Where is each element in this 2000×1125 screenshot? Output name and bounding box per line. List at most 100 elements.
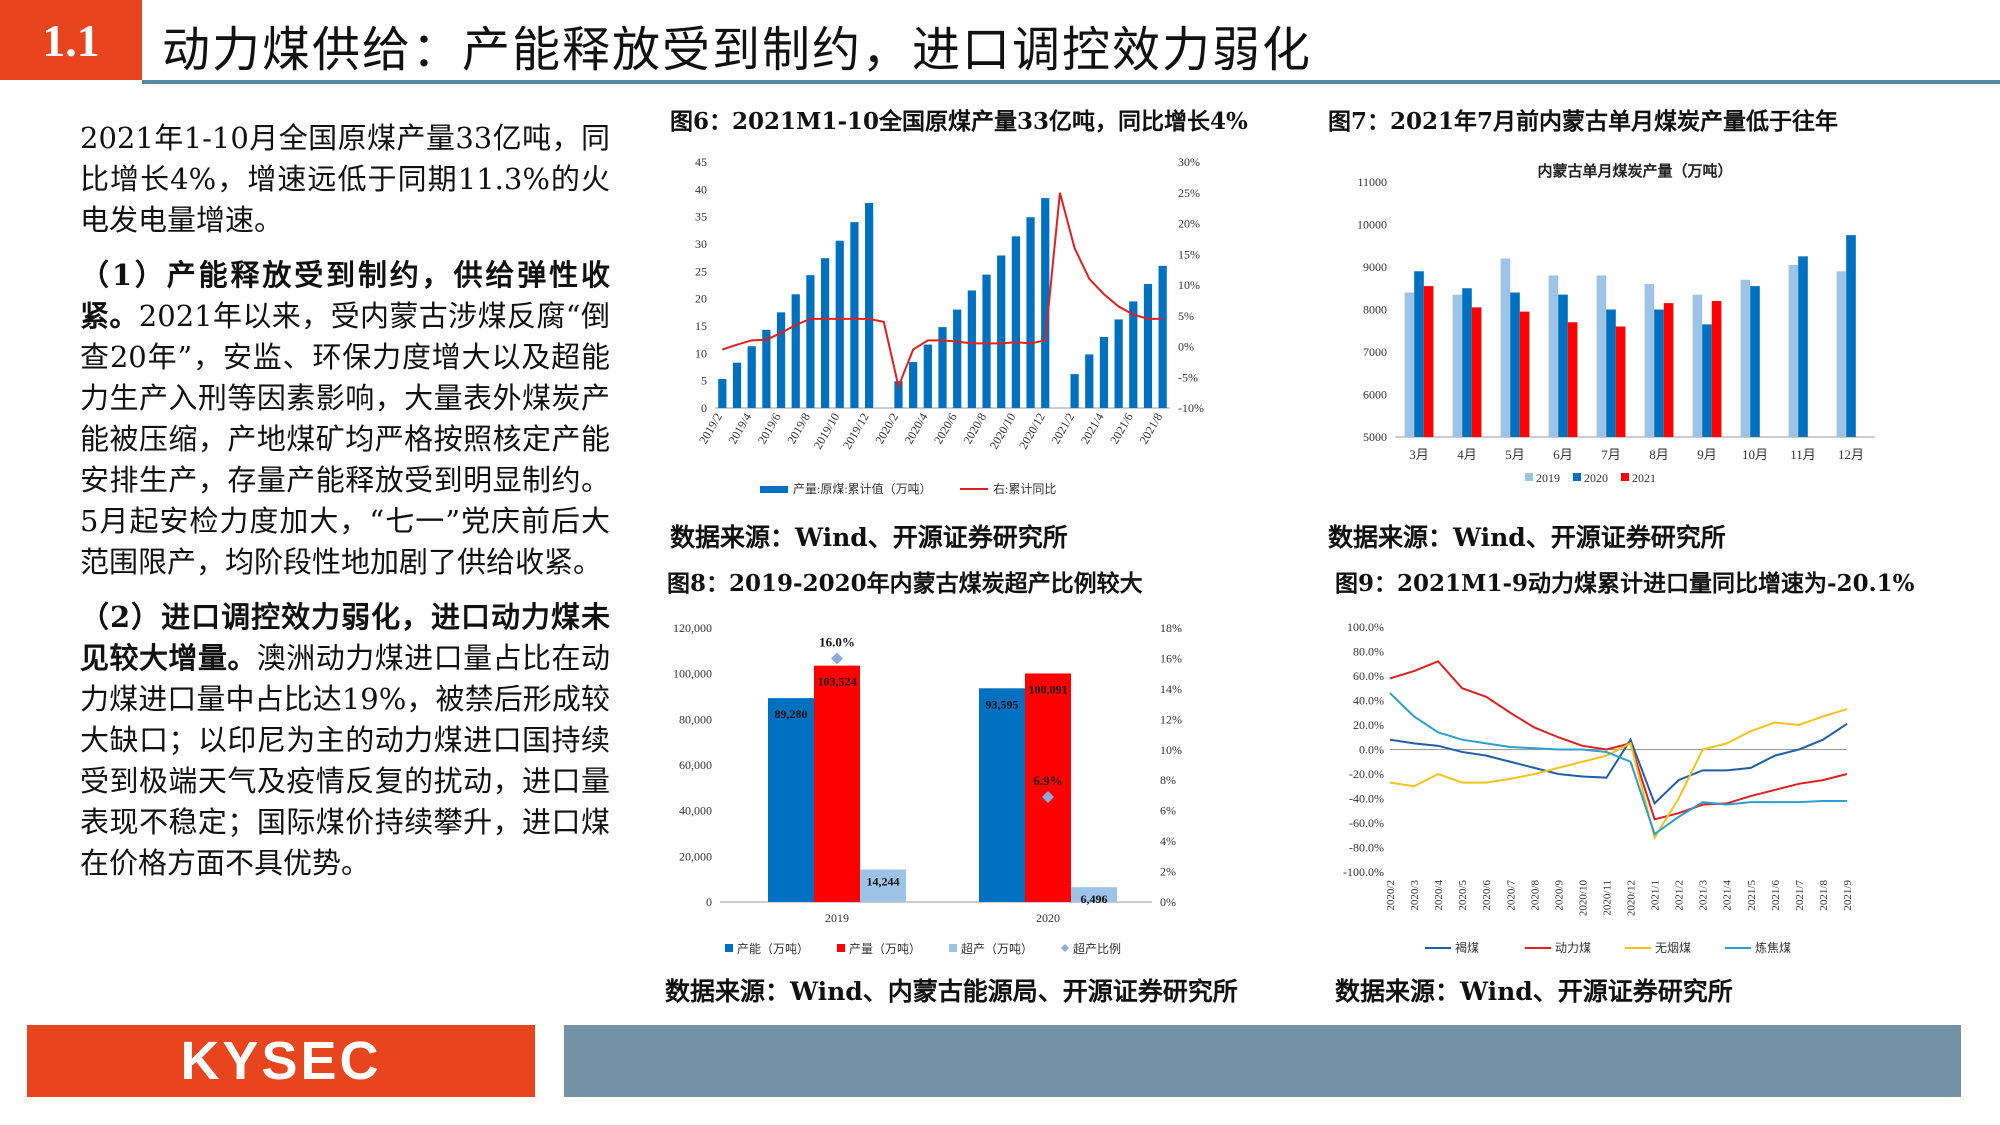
fig6-xtick: 2020/10 <box>987 411 1019 452</box>
fig7-xtick: 10月 <box>1742 447 1768 462</box>
fig8-ytick-right: 2% <box>1160 865 1176 879</box>
fig9-ytick: -60.0% <box>1349 816 1384 830</box>
fig9-source: 数据来源：Wind、开源证券研究所 <box>1335 977 1733 1006</box>
fig7-ytick: 10000 <box>1357 218 1387 232</box>
fig7-title: 图7：2021年7月前内蒙古单月煤炭产量低于往年 <box>1328 108 1839 135</box>
fig9-legend-label: 褐煤 <box>1455 940 1479 955</box>
fig7-xtick: 7月 <box>1601 447 1621 462</box>
fig8-bar <box>860 869 906 902</box>
fig8-legend-label: 产能（万吨） <box>737 942 809 956</box>
fig9-xtick: 2020/5 <box>1457 880 1469 911</box>
fig7-bar <box>1663 303 1674 437</box>
fig8-source: 数据来源：Wind、内蒙古能源局、开源证券研究所 <box>665 977 1238 1006</box>
fig8-legend-label: 超产（万吨） <box>961 941 1033 956</box>
fig7-ytick: 6000 <box>1363 388 1387 402</box>
fig6-xtick: 2019/12 <box>840 411 872 452</box>
fig9-legend-label: 动力煤 <box>1555 941 1591 955</box>
paragraph-2: （1）产能释放受到制约，供给弹性收紧。2021年以来，受内蒙古涉煤反腐“倒查20… <box>80 255 610 583</box>
fig7-bar <box>1510 292 1520 437</box>
fig7-bar <box>1702 324 1712 437</box>
fig8-ytick-left: 100,000 <box>673 667 712 681</box>
fig6-ytick-left: 45 <box>695 155 707 169</box>
fig9-xtick: 2021/2 <box>1674 880 1686 911</box>
fig8-ytick-right: 18% <box>1160 621 1182 635</box>
fig6-bar <box>791 294 800 408</box>
fig7-xtick: 12月 <box>1838 447 1864 462</box>
kysec-logo: KYSEC <box>27 1025 535 1097</box>
fig6-ytick-right: -5% <box>1178 370 1198 384</box>
fig9-ytick: 20.0% <box>1353 718 1384 732</box>
fig8-bar <box>1025 673 1071 902</box>
fig9-legend-label: 炼焦煤 <box>1755 940 1791 955</box>
fig7-ytick: 7000 <box>1363 345 1387 359</box>
fig7-inner-title: 内蒙古单月煤炭产量（万吨） <box>1537 162 1732 180</box>
fig9-ytick: 40.0% <box>1353 694 1384 708</box>
fig8-ratio-marker <box>1042 790 1054 803</box>
fig9-xtick: 2020/4 <box>1433 880 1445 911</box>
fig9-xtick: 2020/2 <box>1385 880 1397 911</box>
fig7-bar <box>1836 271 1847 437</box>
fig7-legend-swatch <box>1525 473 1533 481</box>
paragraph-2-body: 2021年以来，受内蒙古涉煤反腐“倒查20年”，安监、环保力度增大以及超能力生产… <box>80 299 610 579</box>
fig6-chart: 0 5 10 15 20 25 30 35 40 45 -10% -5% 0% 5% 10% 15% 20% 25… <box>695 155 1204 496</box>
fig9-xtick: 2021/6 <box>1770 880 1782 911</box>
fig6-ytick-left: 30 <box>695 237 707 251</box>
fig6-ytick-left: 15 <box>695 319 707 333</box>
fig8-legend-label: 产量（万吨） <box>849 942 921 956</box>
fig8-ytick-left: 120,000 <box>673 621 712 635</box>
fig8-bar <box>814 665 860 902</box>
fig8-data-label: 93,595 <box>986 697 1019 711</box>
fig6-ytick-left: 25 <box>695 264 707 278</box>
fig9-chart: -100.0% -80.0% -60.0% -40.0% -20.0% 0.0% 20.0%… <box>1343 620 1854 955</box>
fig9-xtick: 2020/12 <box>1626 880 1638 916</box>
fig8-ytick-right: 8% <box>1160 773 1176 787</box>
paragraph-3-body: 澳洲动力煤进口量占比在动力煤进口量中占比达19%，被禁后形成较大缺口；以印尼为主… <box>80 641 610 880</box>
fig6-ytick-left: 5 <box>701 374 707 388</box>
fig7-bar <box>1500 258 1511 437</box>
fig6-line-series <box>722 192 1163 390</box>
fig9-ytick: 0.0% <box>1359 743 1384 757</box>
fig6-bar <box>923 344 932 408</box>
left-text-column: 2021年1-10月全国原煤产量33亿吨，同比增长4%，增速远低于同期11.3%… <box>80 118 610 898</box>
fig6-xtick: 2020/4 <box>902 411 931 447</box>
fig9-ytick: -80.0% <box>1349 841 1384 855</box>
fig7-bar <box>1567 322 1578 437</box>
fig6-bar <box>1143 283 1153 408</box>
fig6-bar <box>982 274 991 408</box>
fig8-chart: 0 20,000 40,000 60,000 80,000 100,000 120,000 0… <box>673 621 1182 956</box>
fig6-legend-bar-swatch <box>760 486 788 493</box>
fig8-title: 图8：2019-2020年内蒙古煤炭超产比例较大 <box>667 570 1143 597</box>
fig6-bar <box>1070 374 1079 408</box>
fig6-bar <box>894 381 903 408</box>
fig6-xtick: 2021/2 <box>1048 411 1077 447</box>
fig6-bar <box>953 309 962 408</box>
paragraph-1: 2021年1-10月全国原煤产量33亿吨，同比增长4%，增速远低于同期11.3%… <box>80 121 610 237</box>
fig7-bar <box>1654 309 1664 437</box>
fig7-bar <box>1615 326 1626 437</box>
fig6-bar <box>865 203 874 408</box>
fig6-xtick: 2019/2 <box>696 411 725 447</box>
fig7-xtick: 4月 <box>1457 447 1477 462</box>
fig6-xtick: 2020/2 <box>872 411 901 447</box>
fig7-ytick: 5000 <box>1363 430 1387 444</box>
fig7-source: 数据来源：Wind、开源证券研究所 <box>1328 523 1726 552</box>
fig9-line-series <box>1389 692 1847 836</box>
fig9-xtick: 2021/8 <box>1818 880 1830 911</box>
fig8-ytick-right: 10% <box>1160 743 1182 757</box>
fig9-line-series <box>1389 708 1848 841</box>
fig6-bar <box>1099 336 1109 408</box>
fig8-bar <box>768 698 814 902</box>
fig6-bar <box>732 362 742 408</box>
fig8-ytick-right: 16% <box>1160 651 1182 665</box>
fig9-ytick: 80.0% <box>1353 645 1384 659</box>
fig6-bar <box>747 346 756 408</box>
fig9-xtick: 2020/10 <box>1577 880 1589 917</box>
fig8-legend-swatch <box>949 944 957 952</box>
fig8-ytick-right: 14% <box>1160 682 1182 696</box>
fig7-bar <box>1404 292 1415 437</box>
fig8-legend-swatch <box>1061 944 1069 952</box>
fig7-bar <box>1414 271 1424 437</box>
fig7-bar <box>1740 279 1751 437</box>
fig7-legend-swatch <box>1621 473 1629 481</box>
fig7-bar <box>1606 309 1616 437</box>
